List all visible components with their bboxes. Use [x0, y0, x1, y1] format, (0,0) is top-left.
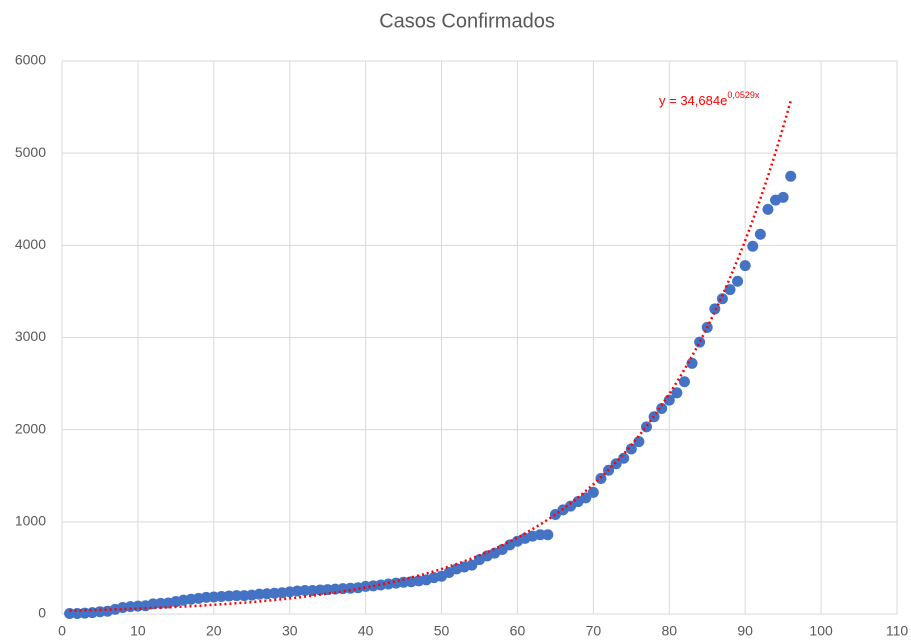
- point: [694, 336, 706, 348]
- point: [777, 191, 789, 203]
- x-tick-label: 110: [886, 623, 909, 639]
- x-tick-label: 20: [206, 623, 222, 639]
- x-tick-label: 40: [358, 623, 374, 639]
- x-tick-label: 30: [282, 623, 298, 639]
- y-tick-label: 2000: [15, 420, 46, 436]
- point: [64, 608, 76, 620]
- point: [618, 452, 630, 464]
- y-tick-label: 5000: [15, 144, 46, 160]
- point: [633, 436, 645, 448]
- trendline-label-base: y = 34,684e: [659, 93, 727, 108]
- y-tick-label: 4000: [15, 236, 46, 252]
- point: [732, 275, 744, 287]
- point: [542, 529, 554, 541]
- point: [231, 590, 243, 602]
- point: [785, 170, 797, 182]
- trendline-label-exponent: 0,0529x: [727, 90, 760, 100]
- point: [641, 421, 652, 433]
- y-tick-label: 3000: [15, 328, 46, 344]
- point: [678, 376, 690, 388]
- point: [762, 203, 774, 215]
- y-tick-label: 6000: [15, 52, 46, 68]
- x-tick-label: 50: [434, 623, 450, 639]
- point: [534, 529, 546, 541]
- x-tick-label: 80: [661, 623, 677, 639]
- point: [686, 357, 698, 369]
- point: [466, 559, 478, 571]
- point: [656, 402, 668, 414]
- point: [671, 387, 683, 399]
- point: [754, 228, 766, 240]
- point: [299, 584, 311, 596]
- trendline: [69, 100, 792, 612]
- x-tick-label: 10: [130, 623, 146, 639]
- x-tick-label: 0: [58, 623, 66, 639]
- chart-title: Casos Confirmados: [379, 10, 555, 32]
- point: [739, 260, 751, 272]
- x-tick-label: 60: [510, 623, 526, 639]
- point: [587, 486, 599, 498]
- x-tick-label: 90: [737, 623, 753, 639]
- point: [716, 293, 728, 305]
- point: [580, 492, 592, 504]
- x-tick-label: 70: [586, 623, 602, 639]
- y-tick-label: 1000: [15, 513, 46, 529]
- point: [625, 443, 637, 455]
- trendline-label: y = 34,684e0,0529x: [659, 90, 760, 108]
- y-tick-label: 0: [38, 605, 46, 621]
- point: [747, 240, 759, 252]
- x-tick-label: 100: [809, 623, 833, 639]
- point: [663, 394, 675, 406]
